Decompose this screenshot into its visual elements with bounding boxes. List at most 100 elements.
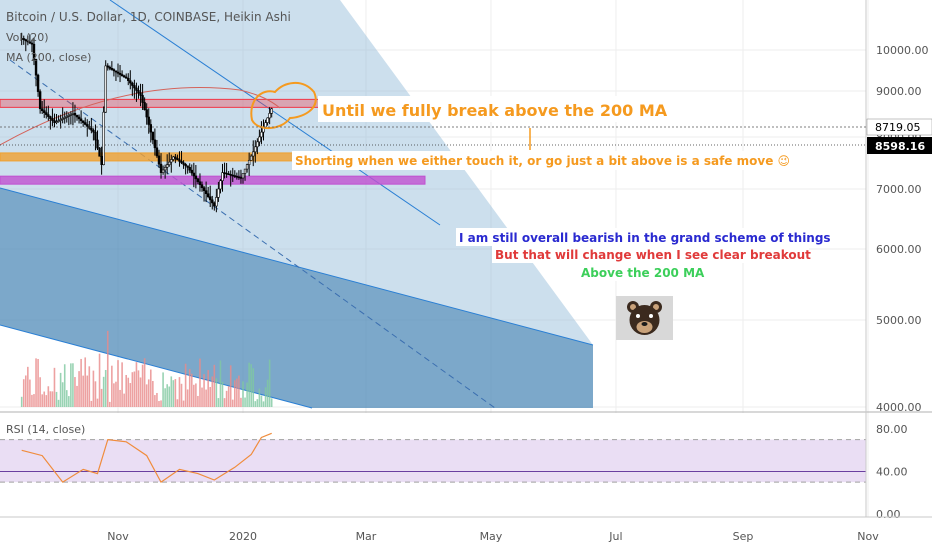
candle-body <box>260 131 263 138</box>
volume-bar <box>162 372 164 407</box>
candle-body <box>161 169 165 173</box>
volume-bar <box>190 373 193 407</box>
candle-body <box>155 147 159 157</box>
volume-bar <box>55 391 58 407</box>
volume-bar <box>164 388 166 407</box>
candle-body <box>188 167 191 171</box>
candle-body <box>209 196 212 201</box>
volume-bar <box>84 357 87 407</box>
volume-bar <box>63 364 66 407</box>
candle-body <box>135 87 138 91</box>
candle-body <box>204 190 208 195</box>
volume-bar <box>180 383 183 407</box>
level-zone[interactable] <box>0 175 426 185</box>
volume-bar <box>74 377 76 407</box>
candle-body <box>69 114 73 116</box>
time-tick-label: Jul <box>608 530 622 543</box>
candle-body <box>108 66 112 69</box>
volume-bar <box>59 372 62 407</box>
volume-bar <box>24 375 27 407</box>
candle-body <box>106 65 109 68</box>
candle-body <box>165 164 169 168</box>
level-zone[interactable] <box>0 98 339 108</box>
candle-body <box>233 175 237 177</box>
annotation-main: Until we fully break above the 200 MA <box>322 101 668 120</box>
price-axis: 10000.009000.008000.007000.006000.005000… <box>876 44 929 521</box>
volume-bar <box>117 360 119 407</box>
volume-bar <box>236 378 238 407</box>
rsi-tick-label: 80.00 <box>876 423 908 436</box>
candle-body <box>149 124 152 133</box>
price-tick-label: 5000.00 <box>876 314 922 327</box>
volume-bar <box>254 401 257 407</box>
candle-body <box>92 129 95 133</box>
volume-bar <box>219 360 222 407</box>
volume-bar <box>104 369 107 407</box>
last-price-label: 8598.16 <box>867 137 932 154</box>
candle-body <box>143 102 146 110</box>
candle-body <box>47 114 50 117</box>
price-tick-label: 10000.00 <box>876 44 929 57</box>
rsi-line <box>21 432 272 483</box>
volume-bar <box>72 363 74 407</box>
volume-bar <box>166 384 168 407</box>
candle-body <box>71 113 75 115</box>
candle-body <box>198 181 202 186</box>
volume-bar <box>201 387 203 407</box>
candle-body <box>237 176 241 179</box>
volume-bar <box>213 364 216 407</box>
candle-body <box>24 39 27 42</box>
volume-bar <box>158 401 160 407</box>
time-tick-label: Nov <box>107 530 129 543</box>
candle-body <box>96 139 99 149</box>
candle-body <box>243 168 247 174</box>
candle-body <box>133 85 136 89</box>
volume-bar <box>33 394 35 407</box>
candle-body <box>86 124 89 127</box>
volume-bar <box>174 379 177 407</box>
candle-body <box>61 118 64 120</box>
candle-body <box>90 127 93 131</box>
volume-bar <box>31 394 33 407</box>
candle-body <box>184 164 187 167</box>
volume-bar <box>22 379 25 407</box>
candle-body <box>270 108 273 114</box>
rsi-tick-label: 40.00 <box>876 466 908 479</box>
time-tick-label: 2020 <box>229 530 257 543</box>
volume-bar <box>258 388 261 407</box>
volume-bar <box>137 370 140 407</box>
volume-bar <box>20 396 23 407</box>
candle-body <box>159 163 163 173</box>
candle-body <box>223 172 226 174</box>
volume-bar <box>152 380 154 407</box>
volume-bar <box>154 395 156 407</box>
candle-body <box>114 70 118 73</box>
volume-bar <box>203 374 205 407</box>
volume-bar <box>35 358 37 407</box>
volume-bar <box>184 363 187 407</box>
annotation-above: Above the 200 MA <box>581 266 705 280</box>
volume-bar <box>109 401 111 407</box>
candle-body <box>67 115 71 117</box>
candle-body <box>258 136 261 143</box>
volume-bar <box>111 365 113 407</box>
volume-bar <box>115 381 117 407</box>
candle-body <box>65 116 68 118</box>
volume-bar <box>242 381 244 407</box>
price-tick-label: 4000.00 <box>876 401 922 414</box>
ma-price-label: 8719.05 <box>866 118 932 136</box>
candle-body <box>59 119 62 121</box>
annotation-box-breakout <box>492 245 809 263</box>
volume-bar <box>168 386 171 407</box>
annotation-box-short <box>292 151 782 170</box>
candle-body <box>186 165 189 168</box>
candle-body <box>63 117 66 119</box>
volume-bar <box>246 382 248 407</box>
bear-face-icon <box>616 296 673 340</box>
volume-bar <box>193 384 195 407</box>
candle-body <box>139 92 142 96</box>
volume-bar <box>238 375 240 407</box>
candle-body <box>53 120 56 123</box>
candle-body <box>235 175 239 178</box>
